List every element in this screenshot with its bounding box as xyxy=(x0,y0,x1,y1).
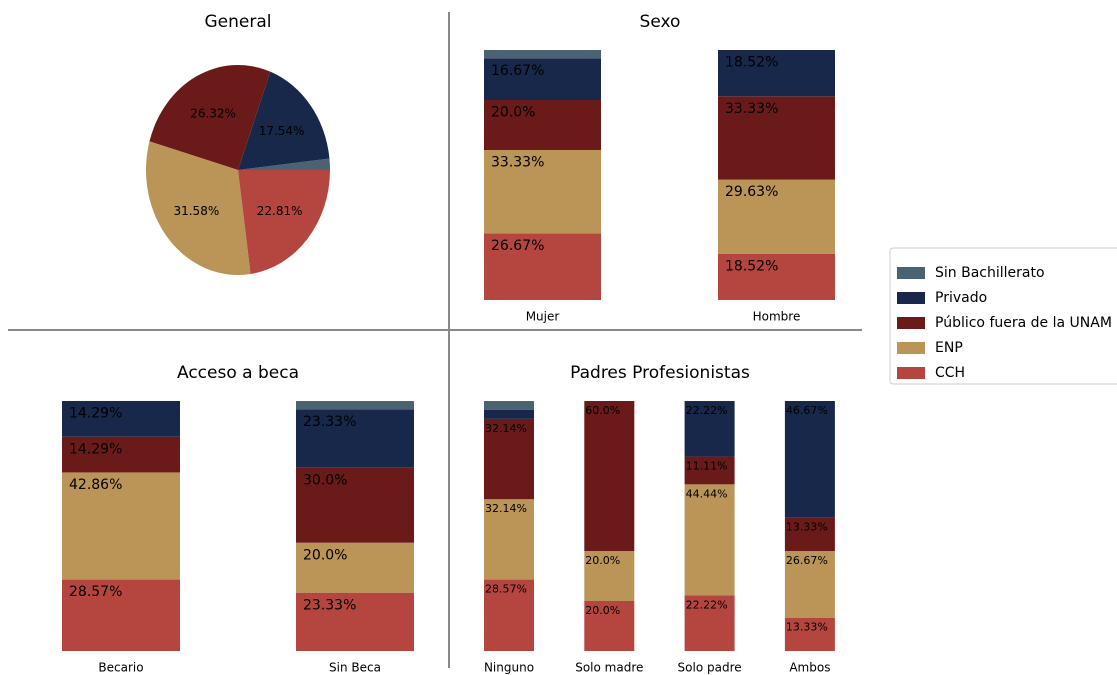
bar-segment xyxy=(484,418,534,500)
bar-segment xyxy=(684,595,735,651)
bar-segment xyxy=(484,499,534,580)
bar-segment xyxy=(296,467,414,543)
data-label: 14.29% xyxy=(69,441,122,457)
bar-segment xyxy=(484,100,601,150)
bar-segment xyxy=(484,409,534,419)
data-label: 23.33% xyxy=(303,414,356,430)
bar-segment xyxy=(584,401,635,551)
pie-slice xyxy=(238,170,330,275)
data-label: 13.33% xyxy=(786,521,828,534)
data-label: 33.33% xyxy=(725,101,778,117)
data-label: 33.33% xyxy=(491,155,544,171)
chart-title: Padres Profesionistas xyxy=(570,363,750,383)
bar-segment xyxy=(484,50,601,59)
data-label: 22.81% xyxy=(257,204,303,218)
data-label: 26.67% xyxy=(491,238,544,254)
chart-title: Sexo xyxy=(640,12,681,32)
bar-segment xyxy=(584,601,635,651)
bar-segment xyxy=(718,179,835,254)
data-label: 31.58% xyxy=(173,204,219,218)
legend-swatch xyxy=(897,317,925,329)
data-label: 20.0% xyxy=(585,604,620,617)
legend-swatch xyxy=(897,367,925,379)
legend-label: Sin Bachillerato xyxy=(935,265,1045,281)
bar-segment xyxy=(718,50,835,97)
bar-segment xyxy=(62,579,180,651)
data-label: 16.67% xyxy=(491,63,544,79)
bar-segment xyxy=(784,517,835,551)
bar-segment xyxy=(584,551,635,601)
bar-segment xyxy=(296,409,414,468)
x-tick-label: Solo padre xyxy=(678,661,742,675)
bar-segment xyxy=(484,150,601,234)
x-tick-label: Ambos xyxy=(789,661,830,675)
bar-segment xyxy=(484,233,601,300)
bar-segment xyxy=(784,617,835,651)
legend-label: Público fuera de la UNAM xyxy=(935,315,1112,331)
data-label: 32.14% xyxy=(485,422,527,435)
data-label: 28.57% xyxy=(69,584,122,600)
legend-swatch xyxy=(897,342,925,354)
data-label: 60.0% xyxy=(585,404,620,417)
pie-slice xyxy=(149,65,271,170)
bar-segment xyxy=(62,436,180,473)
bar-segment xyxy=(784,551,835,618)
pie-slice xyxy=(238,158,330,170)
data-label: 13.33% xyxy=(786,621,828,634)
bar-segment xyxy=(484,579,534,651)
data-label: 22.22% xyxy=(686,404,728,417)
data-label: 44.44% xyxy=(686,487,728,500)
x-tick-label: Becario xyxy=(98,661,143,675)
data-label: 20.0% xyxy=(303,547,347,563)
data-label: 28.57% xyxy=(485,582,527,595)
bar-segment xyxy=(62,400,180,437)
x-tick-label: Mujer xyxy=(526,310,560,324)
bar-segment xyxy=(484,401,534,410)
data-label: 18.52% xyxy=(725,55,778,71)
data-label: 26.32% xyxy=(190,106,236,120)
bar-segment xyxy=(62,472,180,580)
legend-swatch xyxy=(897,267,925,279)
legend-label: Privado xyxy=(935,290,987,306)
bar-segment xyxy=(484,58,601,100)
data-label: 11.11% xyxy=(686,459,728,472)
pie-slice xyxy=(238,71,330,170)
data-label: 17.54% xyxy=(259,124,305,138)
data-label: 30.0% xyxy=(303,472,347,488)
data-label: 20.0% xyxy=(491,105,535,121)
chart-title: General xyxy=(205,12,272,32)
data-label: 32.14% xyxy=(485,502,527,515)
legend-swatch xyxy=(897,292,925,304)
data-label: 29.63% xyxy=(725,184,778,200)
bar-segment xyxy=(296,592,414,651)
data-label: 42.86% xyxy=(69,477,122,493)
data-label: 20.0% xyxy=(585,554,620,567)
bar-segment xyxy=(718,253,835,300)
data-label: 18.52% xyxy=(725,258,778,274)
bar-segment xyxy=(684,484,735,596)
bar-segment xyxy=(296,401,414,410)
x-tick-label: Solo madre xyxy=(575,661,643,675)
data-label: 22.22% xyxy=(686,598,728,611)
data-label: 26.67% xyxy=(786,554,828,567)
bar-segment xyxy=(684,401,735,457)
bar-segment xyxy=(684,456,735,485)
legend-label: ENP xyxy=(935,340,963,356)
legend-box xyxy=(889,247,1117,385)
data-label: 46.67% xyxy=(786,404,828,417)
bar-segment xyxy=(784,401,835,518)
bar-segment xyxy=(718,96,835,180)
bar-segment xyxy=(296,542,414,593)
chart-title: Acceso a beca xyxy=(177,363,299,383)
data-label: 23.33% xyxy=(303,597,356,613)
x-tick-label: Ninguno xyxy=(484,661,534,675)
data-label: 14.29% xyxy=(69,406,122,422)
legend-label: CCH xyxy=(935,365,965,381)
x-tick-label: Sin Beca xyxy=(329,661,381,675)
x-tick-label: Hombre xyxy=(753,310,801,324)
pie-slice xyxy=(146,141,251,275)
